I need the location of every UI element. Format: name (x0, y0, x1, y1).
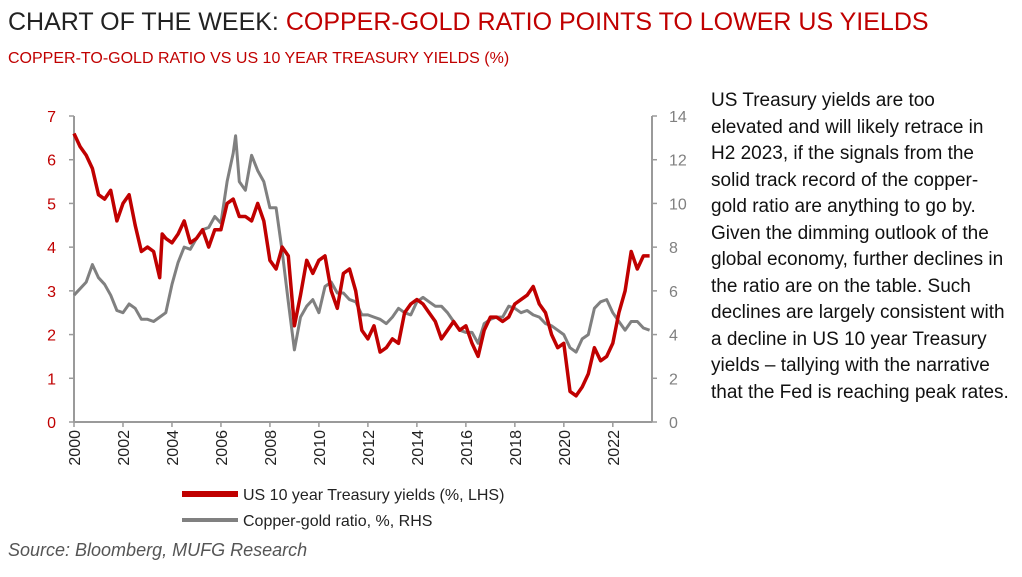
left-axis-tick-label: 3 (47, 284, 56, 301)
x-axis-tick-label: 2006 (214, 430, 231, 466)
left-axis-tick-label: 0 (47, 415, 56, 432)
x-axis-tick-label: 2008 (263, 430, 280, 466)
right-axis-tick-label: 8 (669, 240, 678, 257)
chart-title-accent: COPPER-GOLD RATIO POINTS TO LOWER US YIE… (285, 8, 929, 36)
chart-subtitle: COPPER-TO-GOLD RATIO VS US 10 YEAR TREAS… (8, 50, 510, 67)
right-axis-tick-label: 4 (669, 328, 678, 345)
right-axis-tick-label: 0 (669, 415, 678, 432)
commentary-text: US Treasury yields are too elevated and … (711, 90, 1009, 403)
x-axis-tick-label: 2002 (116, 430, 133, 466)
x-axis-tick-label: 2012 (361, 430, 378, 466)
left-axis-tick-label: 2 (47, 328, 56, 345)
legend: US 10 year Treasury yields (%, LHS) Coppe… (182, 487, 504, 530)
left-axis-tick-label: 7 (47, 109, 56, 126)
x-axis-tick-label: 2022 (606, 430, 623, 466)
left-axis-tick-label: 6 (47, 153, 56, 170)
right-axis-tick-label: 2 (669, 371, 678, 388)
source-note: Source: Bloomberg, MUFG Research (8, 540, 308, 560)
right-axis-tick-label: 12 (669, 153, 687, 170)
chart-title: CHART OF THE WEEK: COPPER-GOLD RATIO POI… (8, 6, 929, 38)
x-axis-tick-label: 2010 (312, 430, 329, 466)
x-axis-tick-label: 2014 (410, 430, 427, 466)
x-axis-tick-label: 2018 (508, 430, 525, 466)
right-axis-tick-label: 10 (669, 196, 687, 213)
right-axis-tick-label: 14 (669, 109, 687, 126)
x-axis-tick-label: 2000 (67, 430, 84, 466)
left-axis-tick-label: 5 (47, 196, 56, 213)
legend-item-yields-label: US 10 year Treasury yields (%, LHS) (243, 487, 504, 504)
left-axis-tick-label: 1 (47, 371, 56, 388)
series-layer (72, 132, 651, 398)
right-axis-tick-label: 6 (669, 284, 678, 301)
left-axis-tick-label: 4 (47, 240, 56, 257)
chart-title-prefix: CHART OF THE WEEK: (8, 8, 286, 36)
series-line-yields (72, 132, 650, 398)
legend-item-copper-gold-label: Copper-gold ratio, %, RHS (243, 513, 432, 530)
x-axis-tick-label: 2020 (557, 430, 574, 466)
x-axis-tick-label: 2016 (459, 430, 476, 466)
x-axis-tick-label: 2004 (165, 430, 182, 466)
